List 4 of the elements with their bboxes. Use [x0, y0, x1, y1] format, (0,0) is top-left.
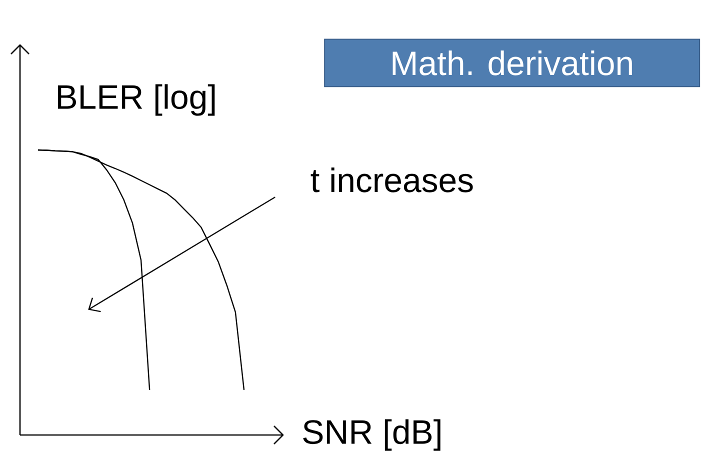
- text: t increases: [310, 167, 473, 192]
- text: Math. derivation: [392, 50, 632, 76]
- y-axis-title: BLER [log]: [58, 84, 215, 116]
- x-axis-title: SNR [dB]: [303, 419, 440, 451]
